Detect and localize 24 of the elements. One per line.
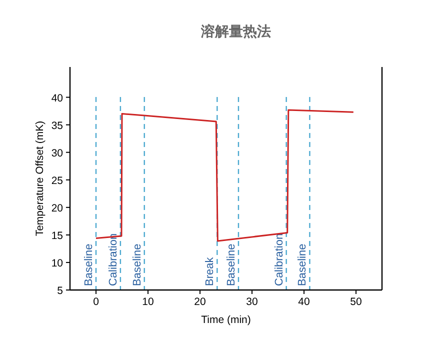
ref-line-label: Baseline <box>296 244 309 286</box>
y-tick-label: 5 <box>57 285 64 297</box>
x-tick-label: 20 <box>194 296 206 308</box>
y-tick-label: 15 <box>51 230 64 242</box>
ref-line-label: Baseline <box>83 244 95 286</box>
y-tick-label: 35 <box>51 120 64 132</box>
y-tick-label: 25 <box>51 174 64 187</box>
x-tick-label: 0 <box>93 296 100 308</box>
ref-line-label: Calibration <box>107 233 120 286</box>
ref-line-label: Calibration <box>273 233 286 286</box>
x-tick-label: 30 <box>246 296 258 308</box>
ref-line-label: Baseline <box>225 244 238 286</box>
chart-title: 溶解量热法 <box>200 23 271 39</box>
x-tick-label: 10 <box>142 296 154 308</box>
y-tick-label: 40 <box>51 92 64 104</box>
ref-line-label: Baseline <box>131 244 144 286</box>
x-axis-title: Time (min) <box>201 314 251 326</box>
ref-line-label: Break <box>204 256 216 286</box>
x-tick-label: 40 <box>298 296 310 308</box>
y-axis-title: Temperature Offset (mK) <box>34 120 46 236</box>
y-tick-label: 30 <box>51 147 64 160</box>
y-tick-label: 10 <box>51 257 64 270</box>
y-tick-label: 20 <box>51 202 64 214</box>
x-tick-label: 50 <box>350 296 362 308</box>
